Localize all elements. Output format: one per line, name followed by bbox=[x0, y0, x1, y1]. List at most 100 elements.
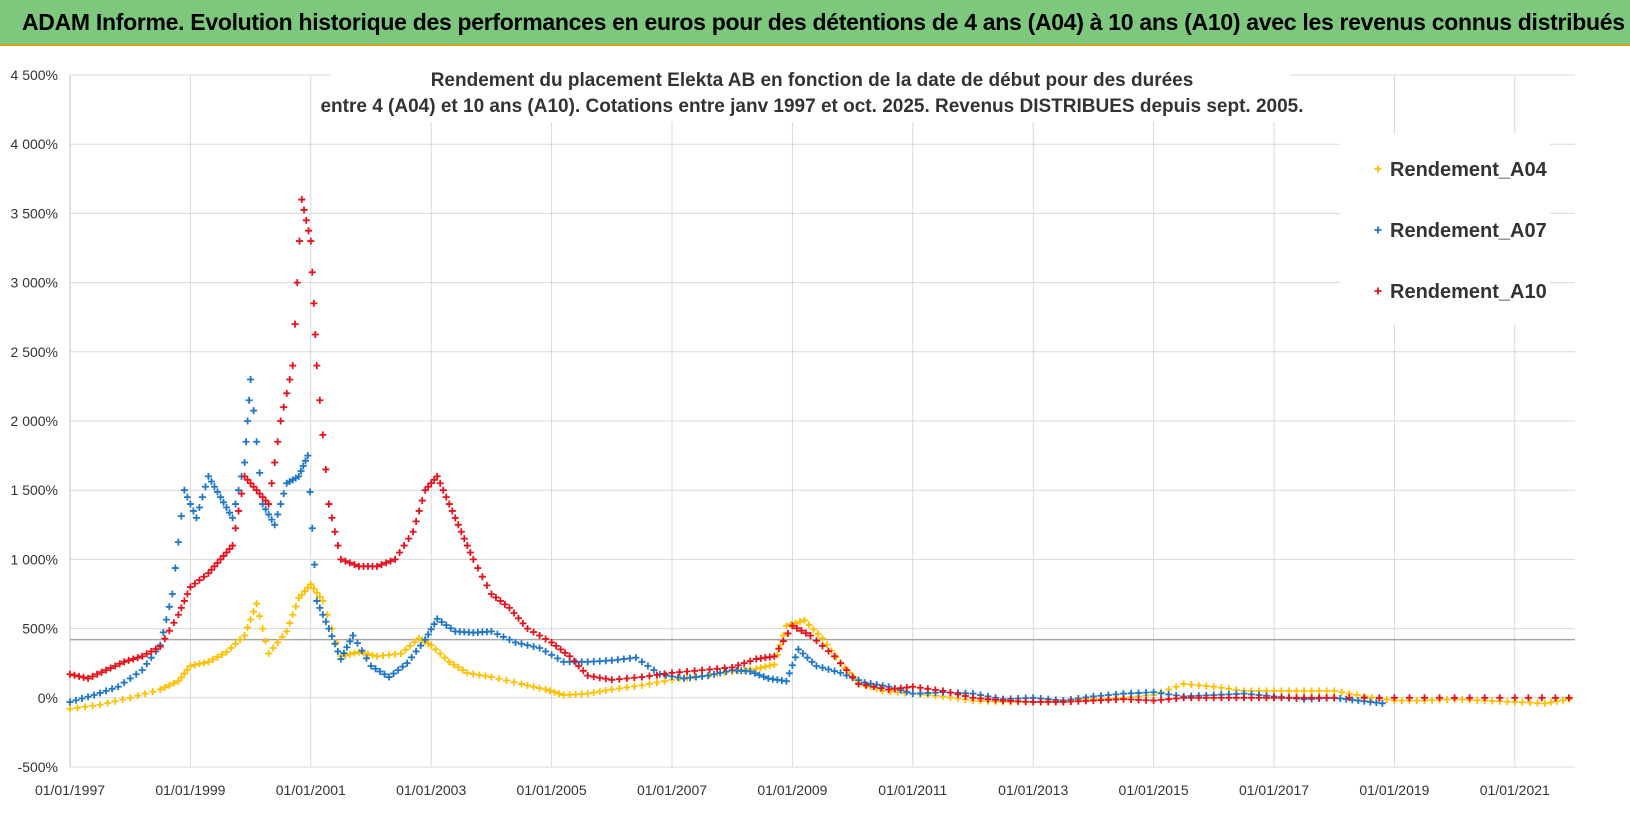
data-point bbox=[253, 600, 261, 608]
interp-point bbox=[475, 671, 483, 679]
interp-point bbox=[310, 584, 318, 592]
data-point bbox=[819, 634, 826, 642]
data-point bbox=[638, 681, 646, 689]
data-point bbox=[584, 658, 592, 666]
interp-point bbox=[755, 671, 763, 679]
interp-point bbox=[256, 612, 264, 620]
interp-point bbox=[147, 654, 155, 662]
interp-point bbox=[1082, 697, 1090, 705]
interp-point bbox=[340, 649, 348, 657]
data-point bbox=[1029, 698, 1037, 706]
data-point bbox=[608, 685, 616, 693]
interp-point bbox=[1037, 698, 1045, 706]
interp-point bbox=[111, 697, 119, 705]
interp-point bbox=[198, 493, 206, 501]
interp-point bbox=[441, 654, 449, 662]
interp-point bbox=[1323, 687, 1331, 695]
interp-point bbox=[614, 656, 622, 664]
interp-point bbox=[411, 638, 419, 646]
interp-point bbox=[177, 604, 185, 612]
data-point bbox=[1330, 687, 1338, 695]
interp-point bbox=[554, 654, 562, 662]
interp-point bbox=[292, 602, 300, 610]
interp-point bbox=[1165, 695, 1173, 703]
interp-point bbox=[510, 609, 518, 617]
data-point bbox=[770, 652, 778, 660]
data-point bbox=[584, 672, 592, 680]
interp-point bbox=[96, 689, 104, 697]
data-point bbox=[445, 500, 453, 508]
interp-point bbox=[1345, 694, 1353, 702]
data-point bbox=[265, 500, 273, 508]
interp-point bbox=[514, 614, 522, 622]
data-point bbox=[1059, 698, 1067, 706]
interp-point bbox=[1127, 696, 1135, 704]
interp-point bbox=[147, 647, 155, 655]
data-point bbox=[391, 555, 399, 563]
interp-point bbox=[129, 655, 137, 663]
interp-point bbox=[378, 561, 386, 569]
interp-point bbox=[89, 672, 97, 680]
interp-point bbox=[578, 658, 586, 666]
interp-point bbox=[311, 561, 319, 569]
y-tick-label: 3 000% bbox=[11, 275, 58, 291]
interp-point bbox=[1217, 694, 1225, 702]
data-point bbox=[1511, 694, 1519, 702]
interp-point bbox=[1366, 698, 1374, 706]
data-point bbox=[325, 500, 333, 508]
data-point bbox=[295, 472, 303, 480]
interp-point bbox=[751, 669, 759, 677]
interp-point bbox=[236, 636, 244, 644]
data-point bbox=[192, 514, 200, 522]
interp-point bbox=[572, 690, 580, 698]
y-tick-label: -500% bbox=[18, 759, 58, 775]
interp-point bbox=[165, 681, 173, 689]
data-point bbox=[794, 645, 802, 653]
interp-point bbox=[493, 630, 501, 638]
interp-point bbox=[721, 664, 729, 672]
interp-point bbox=[713, 665, 721, 673]
interp-point bbox=[74, 704, 82, 712]
data-point bbox=[66, 705, 74, 713]
interp-point bbox=[200, 659, 208, 667]
interp-point bbox=[510, 678, 518, 686]
interp-point bbox=[916, 684, 924, 692]
data-point bbox=[566, 652, 574, 660]
interp-point bbox=[710, 670, 718, 678]
interp-point bbox=[134, 654, 142, 662]
interp-point bbox=[575, 662, 583, 670]
interp-point bbox=[177, 512, 185, 520]
interp-point bbox=[432, 645, 440, 653]
data-point bbox=[487, 590, 495, 598]
data-point bbox=[1270, 694, 1278, 702]
interp-point bbox=[961, 692, 969, 700]
interp-point bbox=[450, 661, 458, 669]
interp-point bbox=[1553, 697, 1561, 705]
interp-point bbox=[253, 438, 261, 446]
interp-point bbox=[286, 619, 294, 627]
y-tick-label: 1 000% bbox=[11, 551, 58, 567]
interp-point bbox=[653, 671, 661, 679]
interp-point bbox=[226, 509, 234, 517]
interp-point bbox=[189, 507, 197, 515]
interp-point bbox=[1104, 696, 1112, 704]
interp-point bbox=[346, 637, 354, 645]
interp-point bbox=[954, 690, 962, 698]
data-point bbox=[298, 196, 306, 204]
interp-point bbox=[1421, 694, 1428, 702]
data-point bbox=[385, 673, 393, 681]
interp-point bbox=[1225, 694, 1233, 702]
interp-point bbox=[159, 628, 167, 636]
interp-point bbox=[331, 528, 339, 536]
interp-point bbox=[302, 457, 310, 465]
data-point bbox=[728, 663, 736, 671]
x-tick-label: 01/01/2011 bbox=[878, 782, 947, 798]
legend-marker bbox=[1374, 287, 1382, 295]
y-tick-label: 4 500% bbox=[11, 67, 58, 83]
interp-point bbox=[1496, 694, 1504, 702]
interp-point bbox=[557, 645, 565, 653]
data-point bbox=[120, 658, 128, 666]
interp-point bbox=[427, 625, 435, 633]
interp-point bbox=[644, 662, 652, 670]
interp-point bbox=[174, 538, 182, 546]
